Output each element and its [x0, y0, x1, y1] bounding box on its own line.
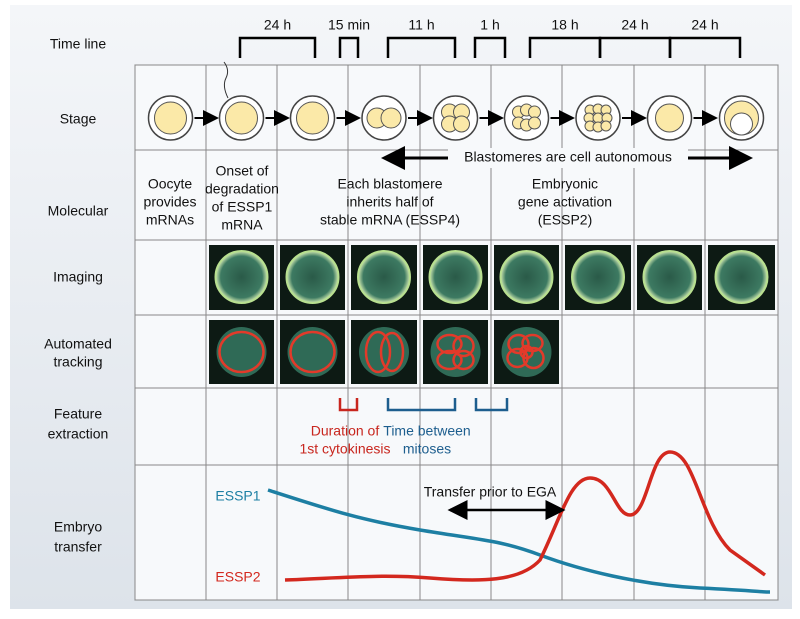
imaging-cell	[642, 250, 697, 304]
blastomere	[296, 101, 329, 135]
blastomere	[600, 120, 612, 132]
timeline-label: 24 h	[621, 17, 648, 33]
imaging-cell	[285, 250, 340, 304]
tracking-outline	[452, 349, 475, 371]
molecular-text: Oocyte	[148, 176, 193, 192]
row-label: Feature	[54, 406, 102, 422]
tracking-outline	[507, 333, 530, 355]
tracking-outline	[218, 330, 265, 374]
row-label: Molecular	[48, 203, 109, 219]
banner-text: Blastomeres are cell autonomous	[464, 149, 672, 165]
row-label: Embryo	[54, 519, 102, 535]
imaging-cell	[214, 250, 269, 304]
tracking-cell	[287, 327, 338, 377]
essp2-curve	[284, 450, 767, 582]
feature-text: Duration of	[311, 423, 380, 439]
molecular-text: Each blastomere	[337, 176, 442, 192]
timeline-bracket	[338, 36, 360, 58]
imaging-cell	[428, 250, 483, 304]
tracking-cell	[216, 327, 267, 377]
tracking-outline	[519, 344, 534, 360]
timeline-bracket	[473, 36, 507, 58]
timeline-label: 24 h	[264, 17, 291, 33]
banner-bg	[448, 148, 688, 168]
row-label: Imaging	[53, 269, 103, 285]
molecular-text: inherits half of	[346, 194, 433, 210]
embryo	[503, 95, 550, 141]
annotation: Transfer prior to EGA	[424, 484, 557, 500]
imaging-cell	[571, 250, 625, 304]
imaging-cell	[499, 250, 554, 304]
molecular-text: Embryonic	[532, 176, 598, 192]
blastomere	[655, 103, 684, 133]
blastocoel	[730, 112, 753, 136]
molecular-text: mRNA	[221, 217, 263, 233]
timeline-bracket	[668, 36, 742, 58]
timeline-label: 11 h	[408, 17, 434, 33]
blastomere	[154, 101, 187, 135]
feature-text: 1st cytokinesis	[299, 441, 390, 457]
feature-text: Time between	[383, 423, 470, 439]
timeline-label: 18 h	[551, 17, 578, 33]
tracking-outline	[289, 330, 336, 374]
imaging-cell	[357, 250, 411, 304]
tracking-outline	[452, 334, 475, 358]
row-label: transfer	[54, 539, 102, 555]
feature-bracket	[386, 398, 457, 412]
tracking-outline	[436, 349, 463, 371]
timeline-label: 24 h	[691, 17, 718, 33]
tracking-cell	[359, 327, 409, 377]
row-label: extraction	[48, 426, 109, 442]
essp1-curve	[267, 488, 771, 594]
row-label: tracking	[53, 354, 102, 370]
molecular-text: provides	[144, 194, 197, 210]
row-label: Automated	[44, 336, 112, 352]
molecular-text: gene activation	[518, 194, 612, 210]
molecular-text: stable mRNA (ESSP4)	[320, 212, 460, 228]
timeline-label: 1 h	[480, 17, 499, 33]
series-label: ESSP2	[215, 569, 260, 585]
feature-bracket	[338, 398, 359, 412]
tracking-outline	[379, 331, 405, 373]
blastomere	[380, 107, 402, 129]
feature-text: mitoses	[403, 441, 451, 457]
blastomere	[528, 116, 541, 130]
row-label: Stage	[60, 111, 97, 127]
molecular-text: degradation	[205, 181, 279, 197]
molecular-text: of ESSP1	[212, 199, 273, 215]
tracking-outline	[436, 333, 463, 355]
feature-bracket	[474, 398, 509, 412]
molecular-text: (ESSP2)	[538, 212, 592, 228]
sperm	[223, 61, 229, 99]
molecular-text: Onset of	[216, 163, 269, 179]
blastomere	[453, 115, 470, 133]
tracking-outline	[364, 330, 392, 374]
timeline-bracket	[238, 36, 317, 58]
timeline-bracket	[386, 36, 457, 58]
molecular-text: mRNAs	[146, 212, 194, 228]
timeline-label: 15 min	[328, 17, 370, 33]
series-label: ESSP1	[215, 488, 260, 504]
row-label: Time line	[50, 36, 106, 52]
imaging-cell	[714, 250, 769, 304]
blastomere	[225, 101, 258, 135]
blastomere	[528, 105, 541, 119]
